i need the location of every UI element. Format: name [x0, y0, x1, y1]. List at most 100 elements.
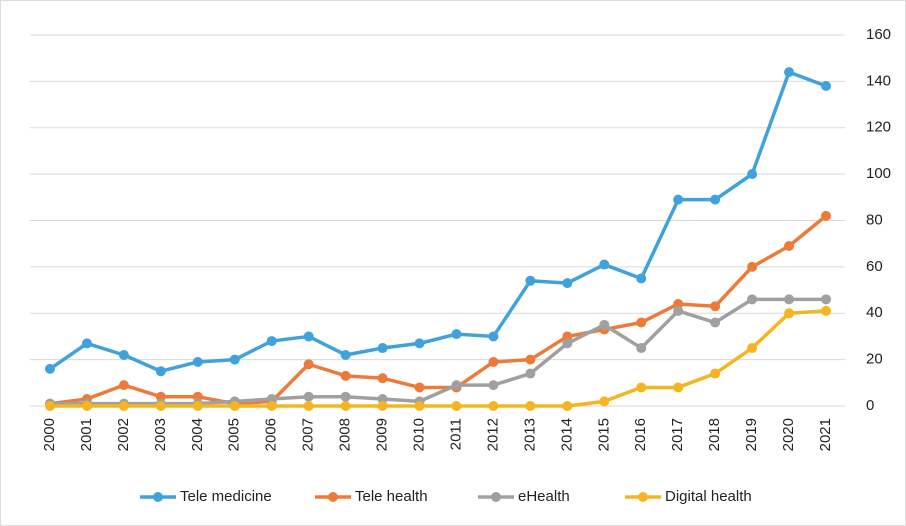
x-tick-label: 2014 [558, 418, 575, 451]
y-tick-label: 160 [866, 26, 891, 43]
data-point [747, 261, 758, 272]
data-point [414, 382, 425, 393]
data-point [784, 294, 795, 305]
data-point [784, 241, 795, 252]
data-point [155, 401, 166, 411]
series-line [50, 297, 826, 406]
data-point [340, 401, 351, 411]
data-point [340, 370, 351, 381]
data-point [81, 401, 92, 411]
y-tick-label: 40 [866, 304, 883, 321]
data-point [636, 317, 647, 328]
data-point [599, 319, 610, 330]
x-tick-label: 2016 [632, 418, 649, 451]
x-tick-label: 2012 [484, 418, 501, 451]
data-point [710, 194, 721, 205]
data-point [340, 349, 351, 360]
data-point [562, 401, 573, 411]
legend-marker [491, 492, 501, 502]
data-point [673, 382, 684, 393]
series-line [49, 70, 827, 373]
data-point [710, 301, 721, 312]
y-tick-label: 120 [866, 119, 891, 136]
data-point [710, 317, 721, 328]
data-point [377, 394, 388, 405]
data-point [414, 401, 425, 411]
x-tick-label: 2005 [226, 418, 243, 451]
data-point [81, 338, 92, 349]
data-point [562, 331, 573, 342]
data-point [377, 401, 388, 411]
x-tick-label: 2017 [669, 418, 686, 451]
legend-marker [328, 492, 338, 502]
data-point [192, 356, 203, 367]
y-tick-label: 60 [866, 258, 883, 275]
legend-marker [638, 492, 648, 502]
data-point [451, 401, 462, 411]
data-point [118, 380, 129, 391]
data-point [451, 380, 462, 391]
data-point [673, 305, 684, 316]
x-tick-label: 2006 [263, 418, 280, 451]
data-point [710, 368, 721, 379]
x-tick-label: 2009 [374, 418, 391, 451]
data-point [636, 343, 647, 354]
data-point [562, 338, 573, 349]
data-point [303, 331, 314, 342]
x-tick-label: 2011 [447, 418, 464, 450]
data-point [192, 401, 203, 411]
data-point [118, 401, 129, 411]
data-point [562, 278, 573, 289]
data-point [525, 401, 536, 411]
data-point [747, 343, 758, 354]
data-point [303, 401, 314, 411]
y-tick-label: 100 [866, 165, 891, 182]
legend-label: Digital health [665, 488, 752, 505]
y-tick-label: 140 [866, 72, 891, 89]
x-tick-label: 2004 [189, 418, 206, 451]
data-point [303, 391, 314, 402]
data-point [303, 359, 314, 370]
x-tick-label: 2019 [743, 418, 760, 451]
data-point [673, 298, 684, 309]
legend-label: eHealth [518, 488, 570, 505]
data-point [488, 401, 499, 411]
data-point [266, 336, 277, 347]
x-tick-label: 2000 [41, 418, 58, 451]
data-point [118, 349, 129, 360]
x-tick-label: 2013 [521, 418, 538, 451]
data-point [747, 169, 758, 180]
data-point [821, 81, 831, 92]
data-point [488, 356, 499, 367]
data-point [451, 329, 462, 340]
x-tick-label: 2007 [300, 418, 317, 451]
legend-label: Tele medicine [180, 488, 272, 505]
x-tick-label: 2015 [595, 418, 612, 451]
y-tick-label: 80 [866, 211, 883, 228]
data-point [821, 305, 831, 316]
data-point [488, 380, 499, 391]
data-point [525, 368, 536, 379]
data-point [636, 273, 647, 284]
series-line [49, 214, 828, 406]
data-point [747, 294, 758, 305]
data-point [340, 391, 351, 402]
data-point [414, 338, 425, 349]
data-point [525, 354, 536, 365]
data-point [229, 354, 240, 365]
x-tick-label: 2001 [78, 418, 95, 451]
x-tick-label: 2002 [115, 418, 132, 451]
data-point [45, 401, 55, 411]
data-point [784, 67, 795, 78]
data-point [377, 343, 388, 354]
x-tick-label: 2008 [337, 418, 354, 451]
data-point [229, 401, 240, 411]
data-point [488, 331, 499, 342]
series-line [50, 309, 827, 408]
data-point [673, 194, 684, 205]
x-tick-label: 2003 [152, 418, 169, 451]
data-point [821, 210, 831, 221]
x-tick-label: 2021 [817, 418, 834, 451]
x-tick-label: 2020 [780, 418, 797, 451]
data-point [377, 373, 388, 384]
